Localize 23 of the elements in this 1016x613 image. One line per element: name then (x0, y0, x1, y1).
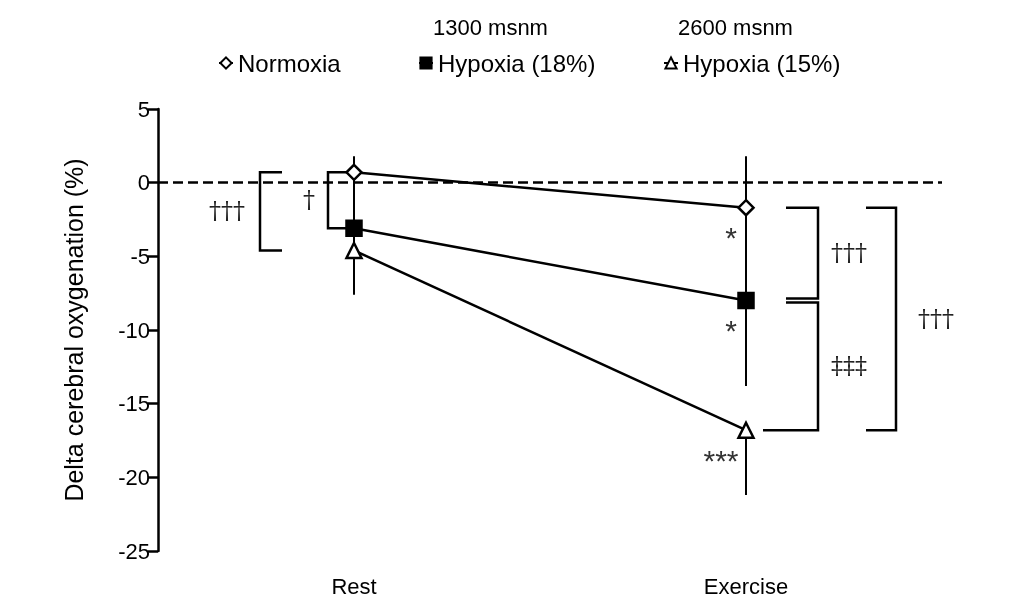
y-axis-title: Delta cerebral oxygenation (%) (59, 158, 88, 502)
annotation: * (725, 221, 738, 255)
annotation: ‡‡‡ (831, 352, 867, 381)
y-tick-label: -15 (118, 391, 150, 417)
annotation: ††† (918, 304, 954, 333)
y-tick-label: 5 (137, 96, 150, 122)
text: 2600 msnm (678, 14, 793, 40)
annotation: *** (703, 443, 739, 477)
annotation: † (303, 186, 315, 215)
y-tick-label: -10 (118, 317, 150, 343)
annotation: ††† (209, 197, 245, 226)
legend-label: Hypoxia (18%) (438, 49, 596, 77)
x-tick-label: Exercise (703, 573, 789, 599)
y-tick-label: -25 (118, 538, 150, 564)
legend-label: Hypoxia (15%) (683, 49, 841, 77)
annotation: * (725, 314, 738, 348)
x-tick-label: Rest (331, 573, 377, 599)
y-tick-label: -20 (118, 464, 150, 490)
y-tick-label: 0 (137, 170, 150, 196)
annotation: ††† (831, 239, 867, 268)
legend-label: Normoxia (238, 49, 342, 77)
text: 1300 msnm (433, 14, 548, 40)
y-tick-label: -5 (130, 243, 150, 269)
